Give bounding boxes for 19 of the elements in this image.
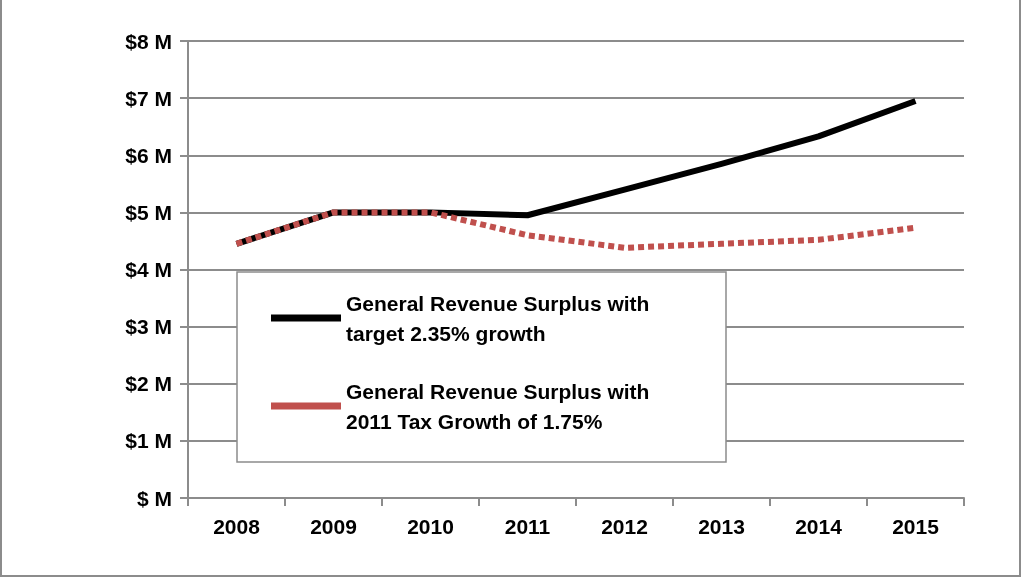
- legend-label: General Revenue Surplus with target 2.35% growth: [346, 291, 656, 345]
- x-tick-label: 2014: [795, 515, 843, 538]
- y-tick-label: $3 M: [125, 315, 172, 339]
- legend-label: General Revenue Surplus with 2011 Tax Growth of 1.75%: [346, 379, 656, 433]
- y-tick-label: $4 M: [125, 258, 172, 281]
- x-tick-label: 2012: [601, 515, 648, 538]
- y-tick-label: $ M: [136, 486, 172, 510]
- y-tick-label: $6 M: [125, 143, 172, 167]
- y-tick-label: $5 M: [125, 200, 172, 224]
- x-tick-label: 2011: [504, 515, 551, 538]
- x-tick-label: 2015: [892, 515, 940, 538]
- x-tick-label: 2013: [698, 515, 745, 538]
- x-tick-label: 2008: [213, 515, 261, 538]
- y-tick-label: $1 M: [125, 429, 172, 453]
- y-tick-label: $7 M: [125, 86, 172, 110]
- y-tick-label: $8 M: [125, 29, 172, 53]
- x-tick-label: 2009: [310, 515, 357, 538]
- y-tick-label: $2 M: [125, 372, 172, 396]
- x-tick-label: 2010: [407, 515, 454, 538]
